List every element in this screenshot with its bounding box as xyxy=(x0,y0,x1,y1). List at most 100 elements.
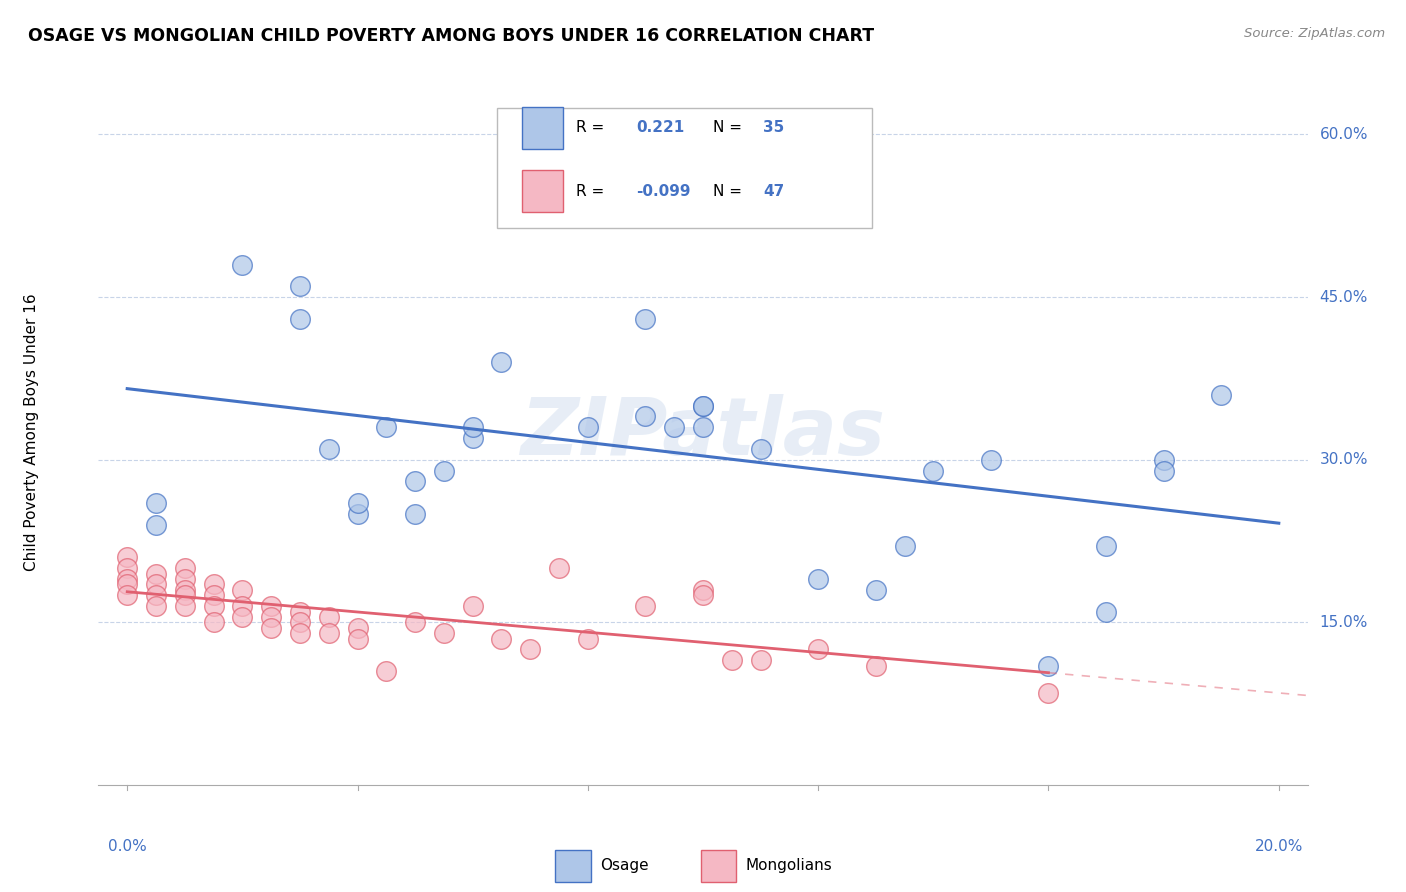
Point xyxy=(922,464,945,478)
Point xyxy=(145,588,167,602)
Text: OSAGE VS MONGOLIAN CHILD POVERTY AMONG BOYS UNDER 16 CORRELATION CHART: OSAGE VS MONGOLIAN CHILD POVERTY AMONG B… xyxy=(28,27,875,45)
Text: R =: R = xyxy=(576,120,605,136)
Text: 47: 47 xyxy=(763,184,785,199)
Point xyxy=(692,588,714,602)
Point xyxy=(461,599,484,613)
Point xyxy=(231,258,253,272)
Point xyxy=(548,561,571,575)
Point xyxy=(404,615,426,630)
Text: Source: ZipAtlas.com: Source: ZipAtlas.com xyxy=(1244,27,1385,40)
Point xyxy=(288,615,311,630)
Point xyxy=(202,577,225,591)
Point xyxy=(346,496,368,510)
Point xyxy=(145,496,167,510)
Point xyxy=(692,399,714,413)
Point xyxy=(115,588,138,602)
Point xyxy=(115,550,138,565)
Point xyxy=(491,355,513,369)
Point xyxy=(404,507,426,521)
Point xyxy=(461,420,484,434)
Point xyxy=(346,632,368,646)
Text: 0.221: 0.221 xyxy=(637,120,685,136)
Point xyxy=(749,442,772,456)
Text: R =: R = xyxy=(576,184,605,199)
Point xyxy=(318,610,340,624)
Point xyxy=(519,642,541,657)
FancyBboxPatch shape xyxy=(498,109,872,228)
Point xyxy=(692,420,714,434)
Point xyxy=(1038,686,1060,700)
Point xyxy=(1038,658,1060,673)
Text: Child Poverty Among Boys Under 16: Child Poverty Among Boys Under 16 xyxy=(24,293,39,572)
Point xyxy=(491,632,513,646)
Text: 0.0%: 0.0% xyxy=(108,839,146,855)
Point xyxy=(288,605,311,619)
Point xyxy=(634,409,657,424)
Text: 15.0%: 15.0% xyxy=(1320,615,1368,630)
Point xyxy=(260,610,283,624)
Point xyxy=(1153,452,1175,467)
Point xyxy=(576,420,599,434)
Point xyxy=(260,599,283,613)
Point xyxy=(1095,605,1118,619)
Point xyxy=(202,599,225,613)
Point xyxy=(173,582,195,597)
Point xyxy=(231,582,253,597)
Point xyxy=(1153,464,1175,478)
Point xyxy=(173,599,195,613)
Point xyxy=(145,577,167,591)
Point xyxy=(1211,387,1233,401)
Point xyxy=(115,577,138,591)
Point xyxy=(807,642,830,657)
Point xyxy=(145,517,167,532)
Text: Mongolians: Mongolians xyxy=(745,858,832,873)
Point xyxy=(433,464,456,478)
Point xyxy=(346,621,368,635)
Text: N =: N = xyxy=(713,184,742,199)
Point xyxy=(634,599,657,613)
Point xyxy=(519,160,541,174)
FancyBboxPatch shape xyxy=(700,850,735,881)
Point xyxy=(231,599,253,613)
Point xyxy=(288,311,311,326)
Point xyxy=(807,572,830,586)
Text: 20.0%: 20.0% xyxy=(1254,839,1303,855)
Point xyxy=(1095,540,1118,554)
Point xyxy=(692,582,714,597)
Point xyxy=(231,610,253,624)
FancyBboxPatch shape xyxy=(522,170,562,212)
Point xyxy=(115,572,138,586)
Point xyxy=(433,626,456,640)
Point xyxy=(288,279,311,293)
Point xyxy=(980,452,1002,467)
Point xyxy=(318,442,340,456)
Point xyxy=(375,420,398,434)
Point xyxy=(720,653,742,667)
Point xyxy=(375,664,398,678)
Point xyxy=(202,615,225,630)
Text: 60.0%: 60.0% xyxy=(1320,127,1368,142)
Point xyxy=(173,561,195,575)
Point xyxy=(893,540,915,554)
Point xyxy=(145,599,167,613)
Point xyxy=(346,507,368,521)
Text: 45.0%: 45.0% xyxy=(1320,290,1368,304)
Point xyxy=(749,653,772,667)
Point xyxy=(865,658,887,673)
Text: -0.099: -0.099 xyxy=(637,184,690,199)
Point xyxy=(664,420,686,434)
Text: 35: 35 xyxy=(763,120,785,136)
Point xyxy=(634,311,657,326)
Point xyxy=(260,621,283,635)
Point xyxy=(173,588,195,602)
Point xyxy=(145,566,167,581)
Point xyxy=(576,632,599,646)
Point xyxy=(115,561,138,575)
Point xyxy=(404,475,426,489)
Point xyxy=(173,572,195,586)
Text: 30.0%: 30.0% xyxy=(1320,452,1368,467)
Point xyxy=(318,626,340,640)
Point xyxy=(865,582,887,597)
Point xyxy=(692,399,714,413)
FancyBboxPatch shape xyxy=(555,850,591,881)
